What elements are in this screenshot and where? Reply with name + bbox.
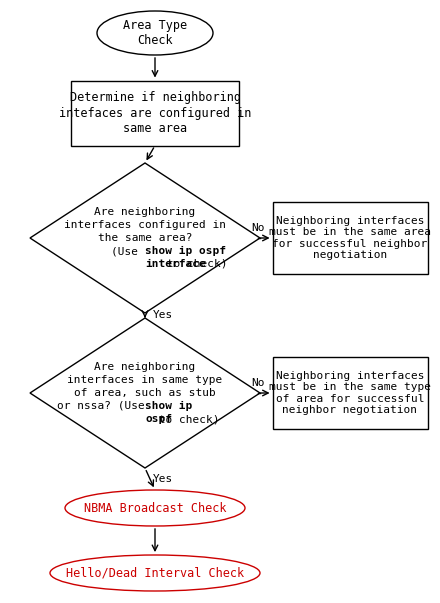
Text: interfaces configured in: interfaces configured in xyxy=(64,220,226,230)
Ellipse shape xyxy=(97,11,213,55)
Text: interfaces in same type: interfaces in same type xyxy=(67,375,223,385)
Text: No: No xyxy=(252,223,265,233)
Text: ospf: ospf xyxy=(145,414,172,424)
FancyBboxPatch shape xyxy=(272,202,428,274)
Text: NBMA Broadcast Check: NBMA Broadcast Check xyxy=(84,502,226,514)
Text: show ip ospf: show ip ospf xyxy=(145,246,226,256)
Text: or nssa? (Use: or nssa? (Use xyxy=(57,401,145,411)
Text: of area, such as stub: of area, such as stub xyxy=(74,388,216,398)
Text: Yes: Yes xyxy=(153,474,173,484)
Text: No: No xyxy=(252,378,265,388)
Text: Yes: Yes xyxy=(153,311,173,321)
Text: Neighboring interfaces
must be in the same type
of area for successful
neighbor : Neighboring interfaces must be in the sa… xyxy=(269,371,431,415)
FancyBboxPatch shape xyxy=(71,80,239,145)
Text: the same area?: the same area? xyxy=(98,233,192,243)
Text: Neighboring interfaces
must be in the same area
for successful neighbor
negotiat: Neighboring interfaces must be in the sa… xyxy=(269,216,431,260)
Polygon shape xyxy=(30,318,260,468)
Text: Area Type
Check: Area Type Check xyxy=(123,19,187,47)
Text: Are neighboring: Are neighboring xyxy=(94,362,196,372)
Ellipse shape xyxy=(50,555,260,591)
Text: interface: interface xyxy=(145,259,206,269)
Text: (Use: (Use xyxy=(111,246,145,256)
FancyBboxPatch shape xyxy=(272,357,428,429)
Text: to check): to check) xyxy=(160,259,228,269)
Text: Are neighboring: Are neighboring xyxy=(94,207,196,217)
Text: Hello/Dead Interval Check: Hello/Dead Interval Check xyxy=(66,566,244,579)
Ellipse shape xyxy=(65,490,245,526)
Text: show ip: show ip xyxy=(145,401,192,411)
Polygon shape xyxy=(30,163,260,313)
Text: to check): to check) xyxy=(152,414,219,424)
Text: Determine if neighboring
intefaces are configured in
same area: Determine if neighboring intefaces are c… xyxy=(59,92,251,134)
